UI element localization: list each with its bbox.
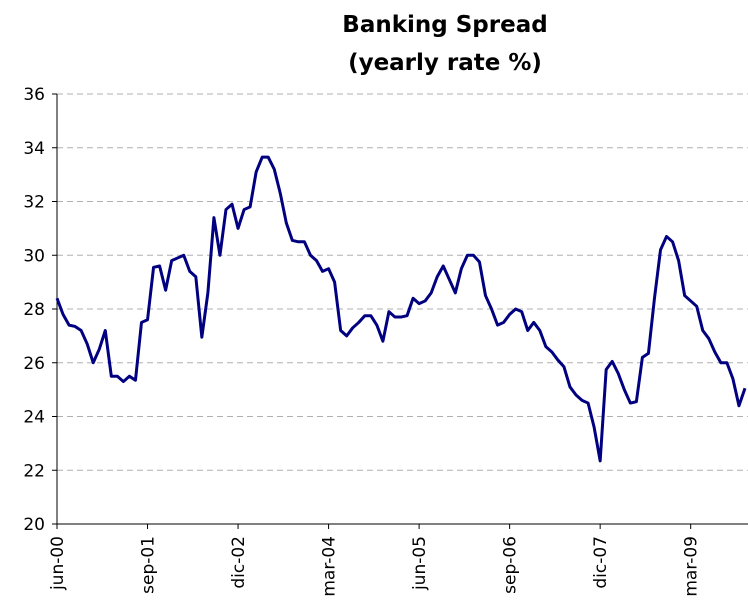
y-tick-label: 20 bbox=[23, 515, 45, 535]
y-tick-label: 30 bbox=[23, 246, 45, 266]
y-tick-label: 22 bbox=[23, 461, 45, 481]
x-tick-label: jun-00 bbox=[48, 536, 68, 591]
x-tick-label: mar-09 bbox=[682, 536, 702, 597]
x-tick-label: sep-06 bbox=[501, 536, 521, 594]
y-tick-label: 28 bbox=[23, 300, 45, 320]
series-line bbox=[55, 155, 747, 463]
chart-subtitle: (yearly rate %) bbox=[348, 50, 542, 76]
y-tick-label: 24 bbox=[23, 408, 45, 428]
y-tick-label: 26 bbox=[23, 354, 45, 374]
y-tick-label: 34 bbox=[23, 139, 45, 159]
y-tick-label: 36 bbox=[23, 85, 45, 105]
x-tick-label: mar-04 bbox=[320, 536, 340, 597]
x-tick-label: dic-02 bbox=[229, 536, 249, 589]
x-tick-label: sep-01 bbox=[139, 536, 159, 594]
y-tick-label: 32 bbox=[23, 193, 45, 213]
x-tick-label: dic-07 bbox=[591, 536, 611, 589]
chart-title: Banking Spread bbox=[342, 12, 547, 38]
x-tick-label: jun-05 bbox=[410, 536, 430, 591]
